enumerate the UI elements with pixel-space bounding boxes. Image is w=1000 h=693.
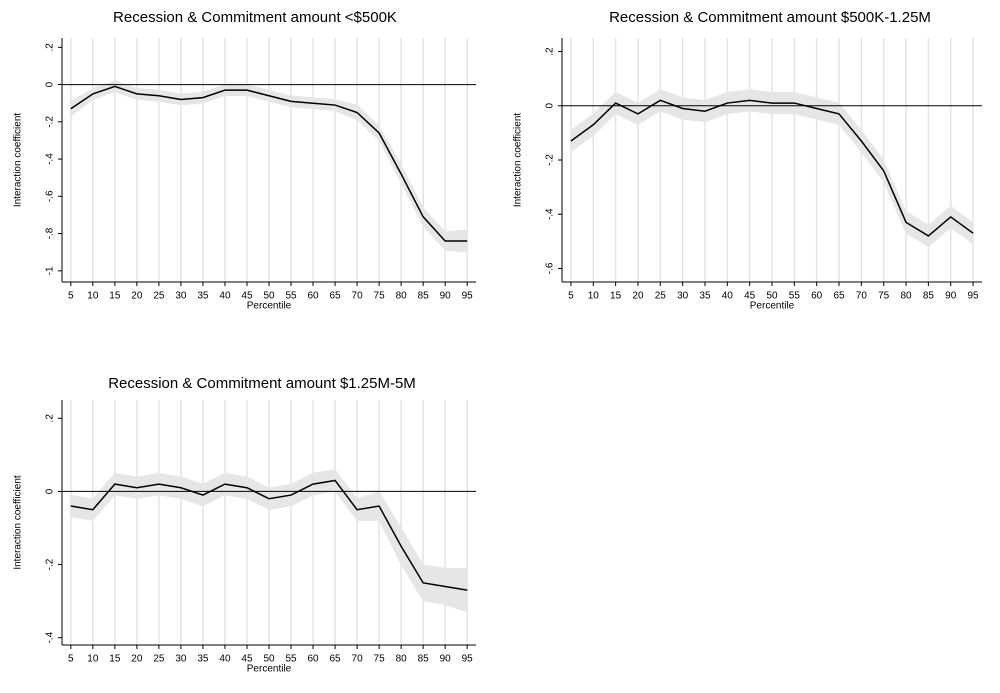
x-tick-label: 70 [352, 654, 364, 665]
x-tick-label: 65 [330, 654, 342, 665]
panel: Recession & Commitment amount $500K-1.25… [513, 9, 982, 312]
x-tick-label: 65 [833, 291, 845, 302]
x-tick-label: 50 [263, 291, 275, 302]
x-tick-label: 35 [197, 654, 209, 665]
x-tick-label: 45 [744, 291, 756, 302]
x-tick-label: 95 [462, 291, 474, 302]
x-tick-label: 50 [263, 654, 275, 665]
x-axis-label: Percentile [247, 301, 292, 312]
y-tick-label: -.6 [45, 190, 56, 202]
y-tick-label: .2 [45, 43, 56, 52]
x-tick-label: 85 [418, 654, 430, 665]
y-tick-label: -.6 [545, 262, 556, 274]
x-tick-label: 15 [610, 291, 622, 302]
y-tick-label: 0 [45, 488, 56, 494]
x-tick-label: 10 [87, 291, 99, 302]
y-tick-label: -.2 [545, 154, 556, 166]
y-tick-label: .2 [545, 47, 556, 56]
x-tick-label: 35 [699, 291, 711, 302]
x-tick-label: 90 [945, 291, 957, 302]
y-tick-label: 0 [45, 81, 56, 87]
x-axis-label: Percentile [750, 301, 795, 312]
x-tick-label: 90 [440, 654, 452, 665]
x-tick-label: 45 [241, 291, 253, 302]
panel-title: Recession & Commitment amount $1.25M-5M [108, 375, 416, 392]
y-axis-label: Interaction coefficient [513, 113, 524, 208]
x-tick-label: 30 [175, 654, 187, 665]
confidence-band [70, 87, 94, 117]
y-tick-label: -.2 [45, 116, 56, 128]
x-tick-label: 80 [900, 291, 912, 302]
x-tick-label: 40 [219, 654, 231, 665]
x-tick-label: 60 [811, 291, 823, 302]
x-tick-label: 5 [68, 291, 74, 302]
x-tick-label: 10 [588, 291, 600, 302]
x-tick-label: 20 [131, 291, 143, 302]
x-tick-label: 20 [632, 291, 644, 302]
y-tick-label: -.4 [45, 631, 56, 643]
panel: Recession & Commitment amount $1.25M-5M 5… [13, 375, 476, 675]
x-tick-label: 75 [878, 291, 890, 302]
x-tick-label: 5 [568, 291, 574, 302]
panel-title: Recession & Commitment amount <$500K [113, 9, 397, 26]
data-line [570, 99, 974, 237]
x-tick-label: 25 [153, 654, 165, 665]
x-tick-label: 80 [396, 654, 408, 665]
x-tick-label: 75 [374, 654, 386, 665]
data-line [70, 479, 468, 591]
x-tick-label: 35 [197, 291, 209, 302]
x-tick-label: 10 [87, 654, 99, 665]
y-tick-label: -.8 [45, 227, 56, 239]
y-tick-label: .2 [45, 414, 56, 423]
x-tick-label: 20 [131, 654, 143, 665]
y-axis-label: Interaction coefficient [13, 475, 24, 570]
x-tick-label: 85 [923, 291, 935, 302]
x-axis-label: Percentile [247, 664, 292, 675]
confidence-band [334, 99, 358, 121]
x-tick-label: 60 [307, 654, 319, 665]
x-tick-label: 50 [766, 291, 778, 302]
x-tick-label: 95 [462, 654, 474, 665]
x-tick-label: 55 [789, 291, 801, 302]
x-tick-label: 80 [396, 291, 408, 302]
x-tick-label: 75 [374, 291, 386, 302]
y-axis-label: Interaction coefficient [13, 113, 24, 208]
x-tick-label: 45 [241, 654, 253, 665]
x-tick-label: 30 [677, 291, 689, 302]
x-tick-label: 40 [219, 291, 231, 302]
x-tick-label: 60 [307, 291, 319, 302]
x-tick-label: 30 [175, 291, 187, 302]
confidence-band [444, 567, 468, 613]
y-tick-label: -.4 [545, 208, 556, 220]
x-tick-label: 90 [440, 291, 452, 302]
x-tick-label: 55 [285, 654, 297, 665]
x-tick-label: 65 [330, 291, 342, 302]
x-tick-label: 95 [968, 291, 980, 302]
panel-title: Recession & Commitment amount $500K-1.25… [609, 9, 931, 26]
y-tick-label: -.2 [45, 558, 56, 570]
confidence-band [378, 490, 402, 565]
x-tick-label: 70 [856, 291, 868, 302]
x-tick-label: 25 [655, 291, 667, 302]
y-tick-label: 0 [545, 103, 556, 109]
y-tick-label: -1 [45, 266, 56, 275]
x-tick-label: 85 [418, 291, 430, 302]
x-tick-label: 40 [722, 291, 734, 302]
panel: Recession & Commitment amount <$500K 5 10 1… [13, 9, 476, 312]
x-tick-label: 15 [109, 291, 121, 302]
x-tick-label: 15 [109, 654, 121, 665]
x-tick-label: 55 [285, 291, 297, 302]
y-tick-label: -.4 [45, 153, 56, 165]
x-tick-label: 25 [153, 291, 165, 302]
data-line [70, 85, 468, 242]
x-tick-label: 5 [68, 654, 74, 665]
x-tick-label: 70 [352, 291, 364, 302]
